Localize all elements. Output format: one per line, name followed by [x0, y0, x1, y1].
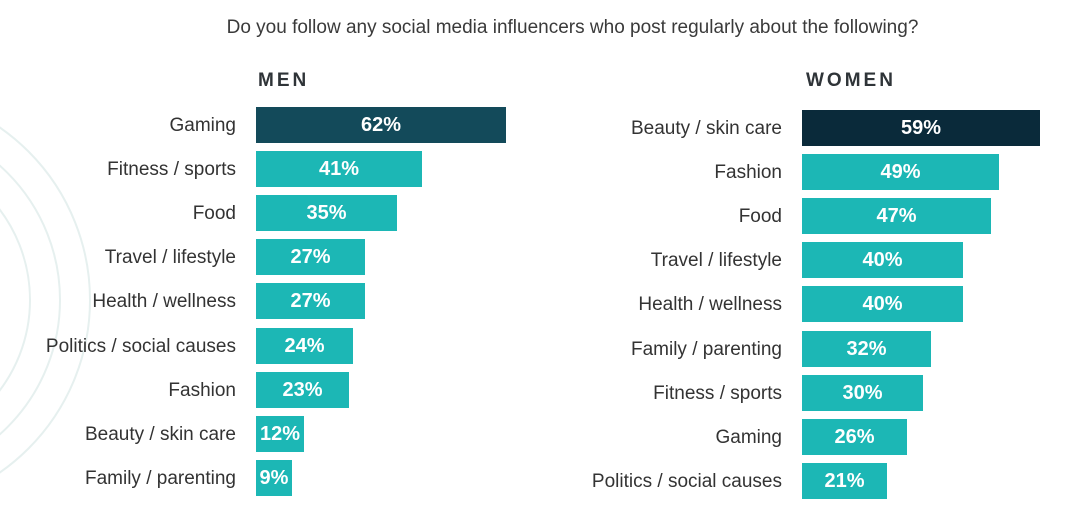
- decorative-arcs: [0, 126, 91, 474]
- category-label-men: Fashion: [168, 380, 236, 401]
- value-label-women: 32%: [846, 338, 887, 360]
- value-label-men: 9%: [259, 467, 289, 489]
- category-label-women: Politics / social causes: [591, 471, 782, 492]
- bar-women: [802, 286, 963, 322]
- chart-title: Do you follow any social media influence…: [226, 17, 919, 38]
- bar-women: [802, 463, 887, 499]
- panel-header-women: WOMEN: [806, 70, 896, 91]
- value-label-men: 27%: [290, 290, 331, 312]
- value-label-men: 35%: [306, 202, 347, 224]
- value-label-women: 49%: [880, 161, 921, 183]
- bar-women: [802, 198, 991, 234]
- category-label-men: Family / parenting: [84, 468, 236, 489]
- category-label-women: Travel / lifestyle: [650, 250, 782, 271]
- category-label-men: Food: [192, 203, 236, 224]
- value-label-women: 47%: [876, 205, 917, 227]
- value-label-men: 62%: [360, 114, 402, 136]
- bar-women: [802, 419, 907, 455]
- bar-men: [256, 460, 292, 496]
- category-label-men: Fitness / sports: [107, 159, 236, 180]
- value-label-men: 23%: [282, 379, 323, 401]
- decor-arc: [0, 164, 61, 436]
- bar-men: [256, 328, 353, 364]
- category-label-women: Food: [738, 206, 782, 227]
- bar-men: [256, 239, 365, 275]
- category-label-men: Politics / social causes: [45, 336, 236, 357]
- category-label-women: Fashion: [714, 162, 782, 183]
- bar-men: [256, 372, 349, 408]
- bar-men: [256, 107, 506, 143]
- decor-arc: [0, 208, 31, 392]
- bar-men: [256, 195, 397, 231]
- category-label-women: Beauty / skin care: [630, 118, 782, 139]
- bar-women: [802, 375, 923, 411]
- bar-women: [802, 331, 931, 367]
- panel-header-men: MEN: [258, 70, 310, 91]
- category-label-women: Family / parenting: [630, 339, 782, 360]
- bar-women: [802, 154, 999, 190]
- category-label-men: Health / wellness: [92, 291, 236, 312]
- value-label-men: 27%: [290, 246, 331, 268]
- bar-men: [256, 151, 422, 187]
- category-label-men: Gaming: [169, 115, 236, 136]
- value-label-women: 30%: [842, 382, 883, 404]
- value-label-men: 24%: [284, 335, 325, 357]
- bar-men: [256, 283, 365, 319]
- value-label-women: 59%: [900, 117, 942, 139]
- category-label-men: Beauty / skin care: [84, 424, 236, 445]
- bar-women: [802, 242, 963, 278]
- value-label-women: 40%: [862, 293, 903, 315]
- category-label-men: Travel / lifestyle: [104, 247, 236, 268]
- value-label-women: 26%: [834, 426, 875, 448]
- value-label-women: 21%: [824, 470, 865, 492]
- value-label-men: 41%: [318, 158, 360, 180]
- category-label-women: Gaming: [715, 427, 782, 448]
- value-label-men: 12%: [259, 423, 301, 445]
- bar-women: [802, 110, 1040, 146]
- category-label-women: Fitness / sports: [653, 383, 782, 404]
- value-label-women: 40%: [862, 249, 903, 271]
- bar-men: [256, 416, 304, 452]
- decor-arc: [0, 126, 91, 474]
- category-label-women: Health / wellness: [638, 294, 782, 315]
